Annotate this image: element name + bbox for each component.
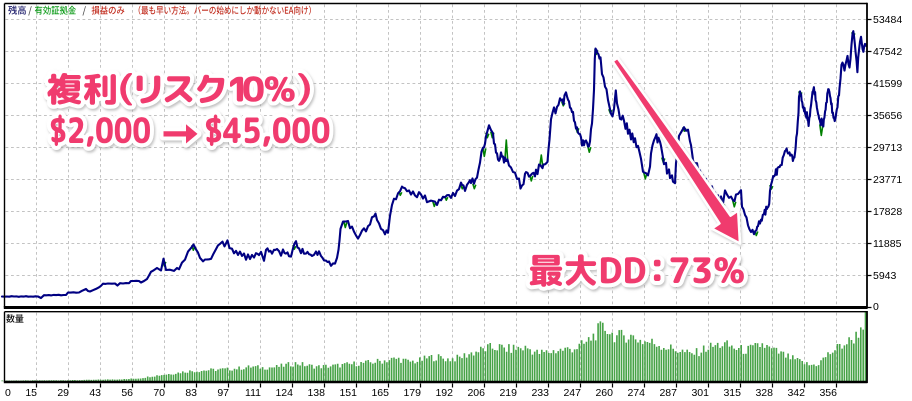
svg-text:53484: 53484 — [873, 14, 902, 26]
svg-text:342: 342 — [787, 387, 805, 399]
svg-text:301: 301 — [691, 387, 709, 399]
svg-text:192: 192 — [435, 387, 453, 399]
svg-text:0: 0 — [873, 301, 879, 313]
svg-text:35656: 35656 — [873, 110, 902, 122]
svg-text:151: 151 — [339, 387, 357, 399]
svg-text:47542: 47542 — [873, 46, 902, 58]
svg-text:56: 56 — [121, 387, 133, 399]
svg-text:5943: 5943 — [873, 270, 897, 282]
svg-text:124: 124 — [275, 387, 293, 399]
svg-text:97: 97 — [217, 387, 229, 399]
svg-text:17828: 17828 — [873, 206, 902, 218]
svg-text:165: 165 — [371, 387, 389, 399]
svg-text:83: 83 — [185, 387, 197, 399]
svg-text:29713: 29713 — [873, 142, 902, 154]
svg-text:233: 233 — [531, 387, 549, 399]
svg-text:0: 0 — [5, 387, 11, 399]
svg-text:15: 15 — [25, 387, 37, 399]
svg-text:328: 328 — [755, 387, 773, 399]
svg-text:179: 179 — [403, 387, 421, 399]
svg-text:247: 247 — [563, 387, 581, 399]
svg-text:41599: 41599 — [873, 78, 902, 90]
svg-text:219: 219 — [499, 387, 517, 399]
svg-text:43: 43 — [89, 387, 101, 399]
svg-text:206: 206 — [467, 387, 485, 399]
svg-text:70: 70 — [153, 387, 165, 399]
svg-text:315: 315 — [723, 387, 741, 399]
svg-text:260: 260 — [595, 387, 613, 399]
svg-text:29: 29 — [57, 387, 69, 399]
svg-text:138: 138 — [307, 387, 325, 399]
svg-text:23771: 23771 — [873, 174, 902, 186]
svg-text:356: 356 — [819, 387, 837, 399]
svg-text:274: 274 — [627, 387, 645, 399]
svg-text:287: 287 — [659, 387, 677, 399]
svg-text:11885: 11885 — [873, 238, 902, 250]
svg-text:111: 111 — [245, 387, 261, 399]
